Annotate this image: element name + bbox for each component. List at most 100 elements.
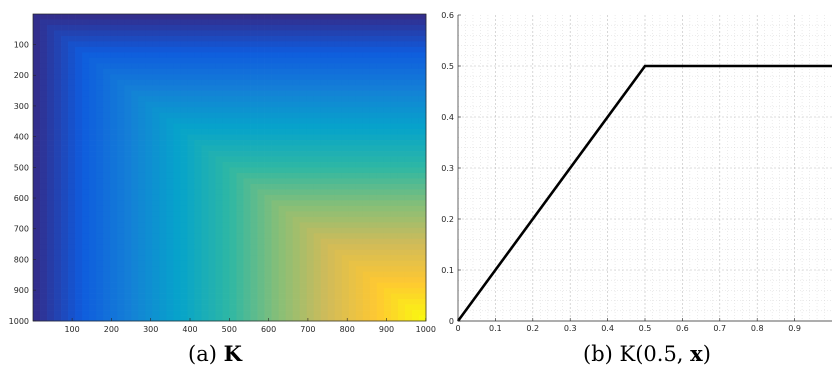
- heatmap-cell: [320, 288, 329, 294]
- heatmap-cell: [47, 129, 55, 135]
- heatmap-cell: [418, 194, 427, 201]
- heatmap-cell: [355, 24, 364, 31]
- heatmap-cell: [341, 101, 350, 108]
- heatmap-cell: [229, 271, 237, 278]
- heatmap-cell: [383, 277, 392, 283]
- heatmap-cell: [124, 189, 132, 196]
- heatmap-cell: [236, 79, 244, 86]
- heatmap-cell: [131, 134, 139, 141]
- heatmap-cell: [117, 211, 125, 218]
- heatmap-cell: [383, 79, 392, 86]
- heatmap-cell: [320, 112, 329, 119]
- heatmap-cell: [89, 194, 97, 201]
- heatmap-cell: [40, 244, 48, 251]
- heatmap-cell: [278, 118, 286, 124]
- heatmap-cell: [145, 24, 153, 31]
- heatmap-cell: [124, 288, 132, 294]
- heatmap-cell: [285, 255, 294, 262]
- heatmap-cell: [404, 315, 413, 322]
- heatmap-cell: [68, 189, 76, 196]
- heatmap-cell: [411, 107, 420, 114]
- heatmap-cell: [166, 52, 174, 59]
- heatmap-cell: [96, 288, 104, 294]
- heatmap-cell: [96, 79, 104, 86]
- heatmap-cell: [250, 249, 258, 256]
- heatmap-cell: [320, 68, 329, 75]
- heatmap-cell: [271, 156, 279, 163]
- heatmap-cell: [180, 57, 188, 64]
- heatmap-cell: [131, 299, 139, 305]
- heatmap-cell: [110, 205, 118, 212]
- heatmap-cell: [271, 222, 279, 229]
- heatmap-cell: [348, 68, 357, 75]
- heatmap-cell: [40, 293, 48, 300]
- heatmap-cell: [369, 46, 378, 53]
- heatmap-cell: [68, 194, 76, 201]
- heatmap-cell: [173, 30, 181, 37]
- heatmap-cell: [390, 162, 399, 168]
- heatmap-cell: [306, 238, 315, 245]
- heatmap-cell: [362, 200, 371, 207]
- heatmap-cell: [299, 205, 308, 212]
- heatmap-cell: [369, 14, 378, 20]
- heatmap-cell: [243, 310, 251, 316]
- heatmap-cell: [124, 216, 132, 223]
- heatmap-cell: [110, 79, 118, 86]
- heatmap-cell: [173, 19, 181, 26]
- heatmap-cell: [278, 299, 286, 305]
- heatmap-cell: [180, 200, 188, 207]
- heatmap-cell: [390, 310, 399, 316]
- heatmap-cell: [180, 244, 188, 251]
- heatmap-cell: [208, 68, 216, 75]
- heatmap-cell: [313, 244, 322, 251]
- heatmap-cell: [117, 216, 125, 223]
- heatmap-cell: [341, 30, 350, 37]
- heatmap-cell: [334, 30, 343, 37]
- heatmap-cell: [397, 260, 406, 267]
- heatmap-cell: [369, 315, 378, 322]
- heatmap-cell: [194, 255, 202, 262]
- heatmap-cell: [306, 151, 315, 157]
- heatmap-cell: [187, 238, 195, 245]
- heatmap-cell: [369, 74, 378, 81]
- heatmap-cell: [54, 79, 62, 86]
- heatmap-cell: [334, 85, 343, 92]
- heatmap-cell: [215, 57, 223, 64]
- heatmap-cell: [208, 310, 216, 316]
- heatmap-cell: [215, 24, 223, 31]
- heatmap-cell: [96, 244, 104, 251]
- heatmap-cell: [131, 156, 139, 163]
- heatmap-cell: [180, 183, 188, 190]
- heatmap-cell: [152, 96, 160, 103]
- heatmap-cell: [208, 189, 216, 196]
- heatmap-cell: [40, 74, 48, 81]
- heatmap-cell: [306, 255, 315, 262]
- heatmap-cell: [411, 96, 420, 103]
- heatmap-cell: [404, 178, 413, 185]
- heatmap-cell: [54, 30, 62, 37]
- heatmap-cell: [243, 167, 251, 174]
- heatmap-cell: [376, 282, 385, 289]
- heatmap-cell: [138, 227, 146, 234]
- heatmap-cell: [180, 178, 188, 185]
- heatmap-cell: [313, 162, 322, 168]
- heatmap-cell: [390, 140, 399, 146]
- heatmap-cell: [306, 156, 315, 163]
- heatmap-cell: [40, 151, 48, 157]
- heatmap-cell: [264, 112, 272, 119]
- heatmap-cell: [187, 233, 195, 240]
- heatmap-cell: [117, 178, 125, 185]
- heatmap-cell: [138, 68, 146, 75]
- heatmap-cell: [47, 249, 55, 256]
- heatmap-cell: [180, 271, 188, 278]
- heatmap-cell: [61, 129, 69, 135]
- heatmap-cell: [334, 255, 343, 262]
- heatmap-cell: [61, 167, 69, 174]
- heatmap-cell: [404, 167, 413, 174]
- heatmap-cell: [96, 140, 104, 146]
- heatmap-cell: [264, 129, 272, 135]
- heatmap-cell: [110, 200, 118, 207]
- heatmap-cell: [299, 74, 308, 81]
- heatmap-cell: [208, 211, 216, 218]
- heatmap-cell: [397, 183, 406, 190]
